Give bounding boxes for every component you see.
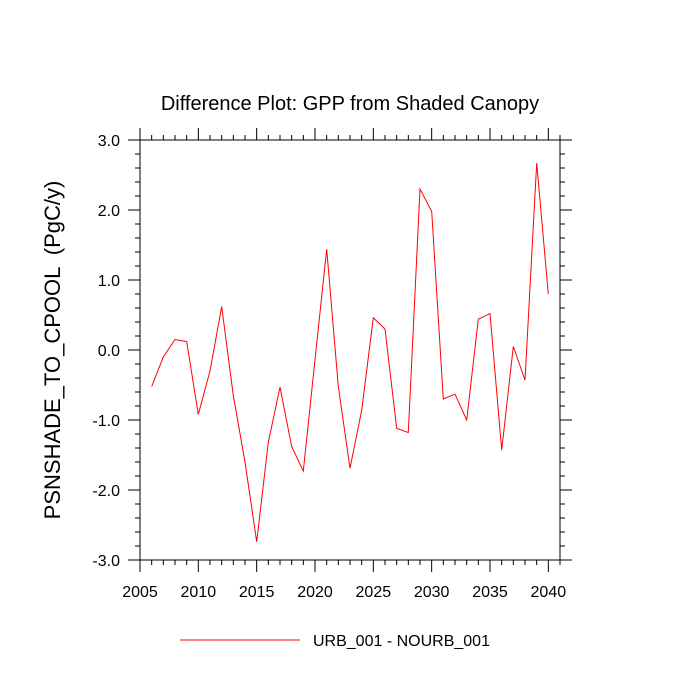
x-tick-label: 2010 <box>181 584 217 601</box>
y-tick-label: 0.0 <box>98 343 120 360</box>
y-axis: -3.0 -2.0 -1.0 0.0 1.0 2.0 3.0 <box>92 133 572 570</box>
plot-frame <box>139 139 561 561</box>
legend-label: URB_001 - NOURB_001 <box>313 633 490 650</box>
y-tick-label: 1.0 <box>98 273 120 290</box>
y-tick-label: -1.0 <box>92 413 120 430</box>
series-line <box>151 163 549 542</box>
x-tick-label: 2040 <box>531 584 567 601</box>
x-tick-label: 2015 <box>239 584 275 601</box>
x-tick-label: 2020 <box>297 584 333 601</box>
y-axis-label: PSNSHADE_TO_CPOOL (PgC/y) <box>40 181 65 520</box>
x-tick-label: 2025 <box>356 584 392 601</box>
x-axis: 2005 2010 2015 2020 2025 2030 2035 2040 <box>122 128 566 601</box>
chart-title: Difference Plot: GPP from Shaded Canopy <box>161 93 539 115</box>
y-tick-label: -2.0 <box>92 483 120 500</box>
x-tick-label: 2005 <box>122 584 158 601</box>
series-group <box>151 163 549 542</box>
x-tick-label: 2030 <box>414 584 450 601</box>
y-tick-label: -3.0 <box>92 553 120 570</box>
x-tick-label: 2035 <box>472 584 508 601</box>
plot-area <box>139 139 561 561</box>
legend: URB_001 - NOURB_001 <box>180 633 490 650</box>
y-tick-label: 2.0 <box>98 203 120 220</box>
y-tick-label: 3.0 <box>98 133 120 150</box>
